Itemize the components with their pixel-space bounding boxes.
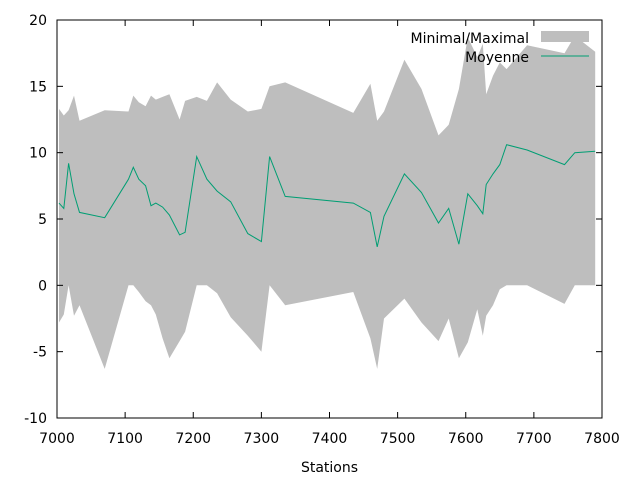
legend-label-line: Moyenne <box>465 50 529 66</box>
x-tick-label: 7400 <box>312 431 348 447</box>
y-axis: -10 -5 0 5 10 15 20 <box>24 13 602 427</box>
x-tick-label: 7800 <box>584 431 620 447</box>
x-tick-label: 7600 <box>448 431 484 447</box>
legend-label-band: Minimal/Maximal <box>411 31 530 47</box>
legend: Minimal/Maximal Moyenne <box>411 31 589 66</box>
x-tick-label: 7100 <box>107 431 143 447</box>
band-layer <box>59 35 596 369</box>
x-axis-label: Stations <box>301 460 358 476</box>
line-layer <box>58 144 596 248</box>
x-tick-label: 7200 <box>175 431 211 447</box>
x-tick-label: 7700 <box>516 431 552 447</box>
y-tick-label: 0 <box>38 278 47 294</box>
x-tick-label: 7500 <box>380 431 416 447</box>
y-tick-label: 20 <box>29 13 47 29</box>
legend-swatch-band <box>541 31 589 42</box>
y-tick-label: 15 <box>29 79 47 95</box>
x-tick-label: 7000 <box>39 431 75 447</box>
y-tick-label: -10 <box>24 411 47 427</box>
y-tick-label: 10 <box>29 146 47 162</box>
series-line-moyenne <box>58 144 596 248</box>
x-tick-label: 7300 <box>244 431 280 447</box>
series-band-min-max <box>59 35 596 369</box>
y-tick-label: -5 <box>33 345 47 361</box>
x-axis: 7000 7100 7200 7300 7400 7500 7600 7700 7800 <box>39 20 620 447</box>
y-tick-label: 5 <box>38 212 47 228</box>
